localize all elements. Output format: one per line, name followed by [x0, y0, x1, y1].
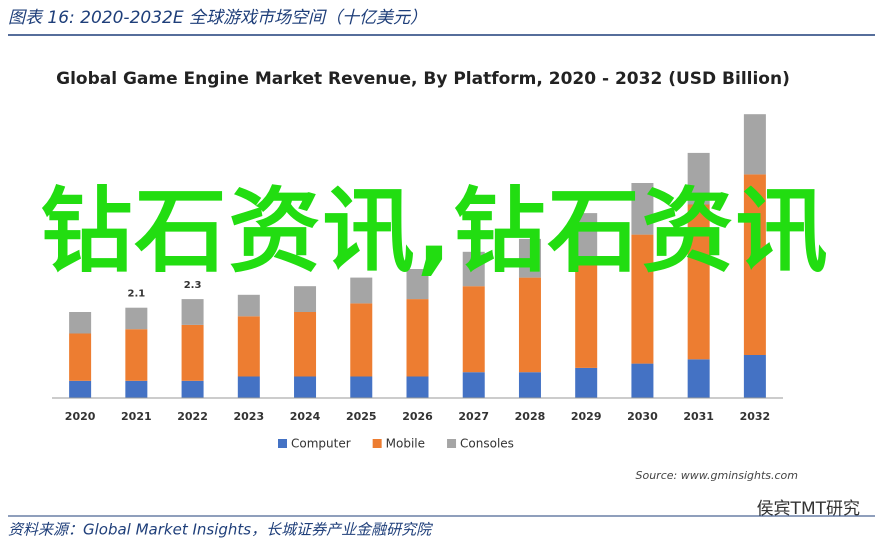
legend-label: Consoles [460, 437, 514, 451]
bar-segment [125, 380, 148, 398]
bar-segment [406, 269, 429, 300]
bar-segment [518, 238, 541, 278]
bar-segment [69, 312, 92, 334]
legend-swatch [278, 439, 287, 448]
bar-segment [687, 152, 710, 205]
bar-segment [631, 234, 654, 364]
bar-segment [575, 256, 598, 368]
x-tick-label: 2024 [290, 410, 321, 423]
header: 图表 16: 2020-2032E 全球游戏市场空间（十亿美元） [8, 8, 427, 28]
watermark: 侯宾TMT研究 [757, 499, 860, 519]
bar-segment [575, 213, 598, 257]
bar-segment [406, 299, 429, 377]
bar-segment [631, 363, 654, 398]
x-tick-label: 2032 [740, 410, 771, 423]
bar-segment [69, 380, 92, 398]
bar-segment [350, 303, 373, 377]
bar-segment [294, 312, 317, 377]
bar-segment [462, 286, 485, 373]
bar-segment [294, 376, 317, 398]
legend-swatch [447, 439, 457, 448]
x-tick-label: 2026 [402, 410, 433, 423]
bar-segment [406, 376, 429, 398]
bar-segment [237, 376, 260, 398]
bar-segment [462, 372, 485, 398]
x-tick-label: 2030 [627, 410, 658, 423]
x-tick-label: 2023 [233, 410, 264, 423]
x-tick-label: 2028 [515, 410, 546, 423]
bar-segment [350, 376, 373, 398]
legend-label: Mobile [386, 437, 425, 451]
data-label: 2.1 [127, 289, 145, 300]
bar-segment [575, 367, 598, 398]
bar-segment [518, 372, 541, 398]
chart-title: Global Game Engine Market Revenue, By Pl… [56, 69, 790, 89]
data-label: 2.3 [184, 280, 202, 291]
bar-segment [181, 380, 204, 398]
bar-segment [237, 316, 260, 377]
bar-segment [743, 174, 766, 355]
bar-segment [181, 299, 204, 325]
footer: 资料来源：Global Market Insights，长城证券产业金融研究院 [8, 521, 433, 539]
x-tick-label: 2022 [177, 410, 208, 423]
x-tick-label: 2020 [65, 410, 96, 423]
bar-segment [294, 286, 317, 312]
bar-segment [743, 355, 766, 398]
bar-segment [350, 277, 373, 304]
bar-segment [518, 277, 541, 373]
bar-segment [181, 324, 204, 381]
bar-segment [237, 294, 260, 317]
bar-segment [125, 329, 148, 381]
bar-segment [631, 183, 654, 235]
source: Source: www.gminsights.com [635, 469, 798, 482]
bar-segment [69, 333, 92, 381]
bar-segment [462, 251, 485, 287]
legend-swatch [372, 439, 382, 448]
bar-segment [743, 114, 766, 175]
x-tick-label: 2025 [346, 410, 377, 423]
x-tick-label: 2027 [458, 410, 489, 423]
bar-segment [125, 307, 148, 330]
x-tick-label: 2021 [121, 410, 152, 423]
bar-segment [687, 359, 710, 398]
bar-segment [687, 204, 710, 360]
legend-label: Computer [291, 437, 351, 451]
x-tick-label: 2029 [571, 410, 602, 423]
x-tick-label: 2031 [683, 410, 714, 423]
